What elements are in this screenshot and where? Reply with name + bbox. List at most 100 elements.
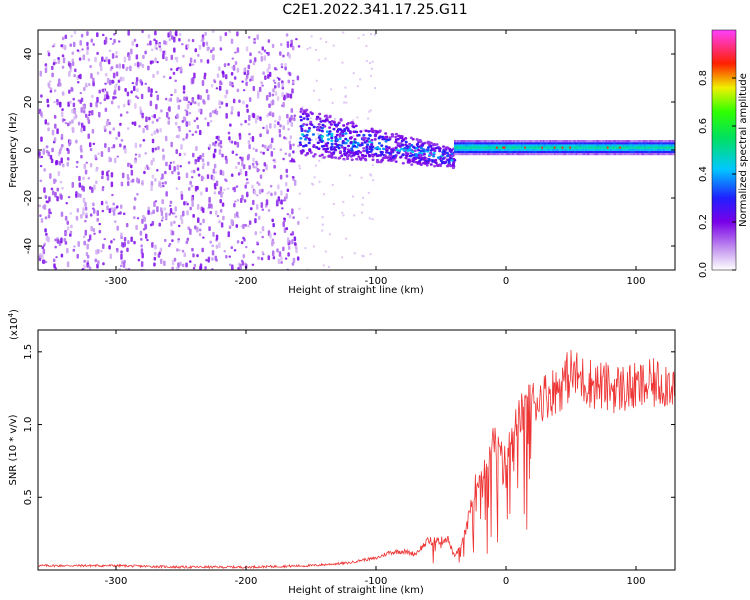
heatmap-cell: [586, 148, 589, 151]
heatmap-cell: [160, 207, 163, 212]
heatmap-cell: [653, 142, 656, 145]
heatmap-cell: [185, 262, 188, 268]
heatmap-cell: [255, 160, 258, 164]
heatmap-cell: [630, 140, 633, 143]
heatmap-cell: [106, 77, 110, 84]
heatmap-cell: [527, 148, 530, 151]
heatmap-cell: [219, 169, 223, 176]
heatmap-cell: [547, 146, 550, 149]
heatmap-cell: [220, 101, 224, 105]
heatmap-cell: [115, 64, 119, 69]
heatmap-cell: [638, 144, 641, 147]
heatmap-cell: [642, 153, 645, 156]
heatmap-cell: [552, 148, 555, 151]
heatmap-cell: [45, 65, 48, 69]
heatmap-cell: [320, 140, 324, 144]
heatmap-cell: [69, 62, 72, 68]
heatmap-cell: [611, 150, 614, 154]
heatmap-cell: [263, 162, 267, 167]
heatmap-cell: [218, 105, 222, 109]
heatmap-cell: [589, 146, 592, 149]
heatmap-cell: [117, 212, 121, 215]
heatmap-cell: [406, 149, 410, 152]
heatmap-cell: [544, 150, 547, 154]
heatmap-cell: [110, 100, 114, 105]
heatmap-cell: [663, 148, 666, 151]
heatmap-cell: [505, 142, 508, 145]
heatmap-cell: [611, 148, 614, 151]
heatmap-cell: [47, 52, 51, 57]
heatmap-cell: [233, 200, 237, 203]
heatmap-cell: [517, 148, 520, 151]
heatmap-cell: [244, 223, 247, 227]
heatmap-cell: [408, 147, 412, 151]
heatmap-cell: [602, 144, 605, 147]
heatmap-cell: [571, 142, 573, 145]
heatmap-cell: [461, 148, 464, 151]
heatmap-cell: [550, 144, 553, 147]
heatmap-cell: [300, 150, 304, 154]
heatmap-cell: [583, 140, 586, 143]
heatmap-cell: [309, 120, 313, 124]
heatmap-cell: [53, 89, 57, 93]
heatmap-cell: [112, 238, 116, 241]
heatmap-cell: [502, 142, 505, 145]
heatmap-cell: [493, 144, 495, 147]
heatmap-cell: [580, 142, 583, 145]
heatmap-cell: [249, 52, 252, 57]
heatmap-cell: [613, 146, 616, 149]
heatmap-cell: [86, 254, 90, 259]
heatmap-cell: [180, 144, 183, 150]
heatmap-cell: [605, 142, 608, 145]
heatmap-cell: [585, 153, 588, 156]
heatmap-cell: [450, 159, 454, 162]
heatmap-cell: [235, 185, 239, 188]
heatmap-cell: [231, 150, 235, 155]
heatmap-cell: [291, 80, 295, 84]
heatmap-cell: [478, 153, 481, 156]
heatmap-cell: [92, 142, 96, 145]
heatmap-cell: [352, 72, 355, 75]
heatmap-cell: [80, 127, 83, 133]
heatmap-cell: [652, 146, 655, 149]
heatmap-cell: [602, 153, 605, 156]
heatmap-cell: [276, 96, 280, 102]
heatmap-cell: [175, 56, 179, 63]
heatmap-cell: [401, 153, 405, 157]
heatmap-cell: [183, 152, 187, 156]
heatmap-cell: [188, 63, 192, 67]
heatmap-cell: [277, 121, 280, 126]
heatmap-cell: [194, 161, 198, 164]
heatmap-cell: [71, 119, 74, 124]
heatmap-cell: [450, 152, 454, 156]
heatmap-cell: [332, 127, 336, 131]
heatmap-cell: [271, 99, 275, 106]
heatmap-cell: [398, 145, 402, 148]
heatmap-cell: [72, 102, 76, 108]
heatmap-cell: [641, 140, 644, 143]
heatmap-cell: [41, 246, 45, 249]
heatmap-cell: [173, 36, 176, 43]
heatmap-cell: [261, 144, 265, 148]
heatmap-cell: [522, 153, 525, 156]
heatmap-cell: [384, 140, 388, 143]
heatmap-cell: [113, 89, 117, 95]
heatmap-cell: [318, 180, 321, 183]
heatmap-cell: [613, 150, 616, 154]
heatmap-cell: [139, 79, 143, 84]
heatmap-cell: [528, 153, 531, 156]
heatmap-cell: [342, 31, 345, 34]
heatmap-cell: [532, 153, 534, 156]
heatmap-cell: [219, 209, 223, 213]
heatmap-cell: [333, 123, 337, 126]
heatmap-cell: [368, 133, 372, 137]
heatmap-cell: [183, 252, 187, 258]
heatmap-cell: [591, 150, 594, 154]
heatmap-cell: [236, 141, 240, 148]
heatmap-cell: [251, 184, 254, 189]
heatmap-cell: [639, 150, 642, 154]
heatmap-cell: [371, 60, 374, 63]
heatmap-cell: [610, 146, 612, 149]
heatmap-cell: [496, 146, 499, 149]
heatmap-cell: [220, 81, 223, 86]
